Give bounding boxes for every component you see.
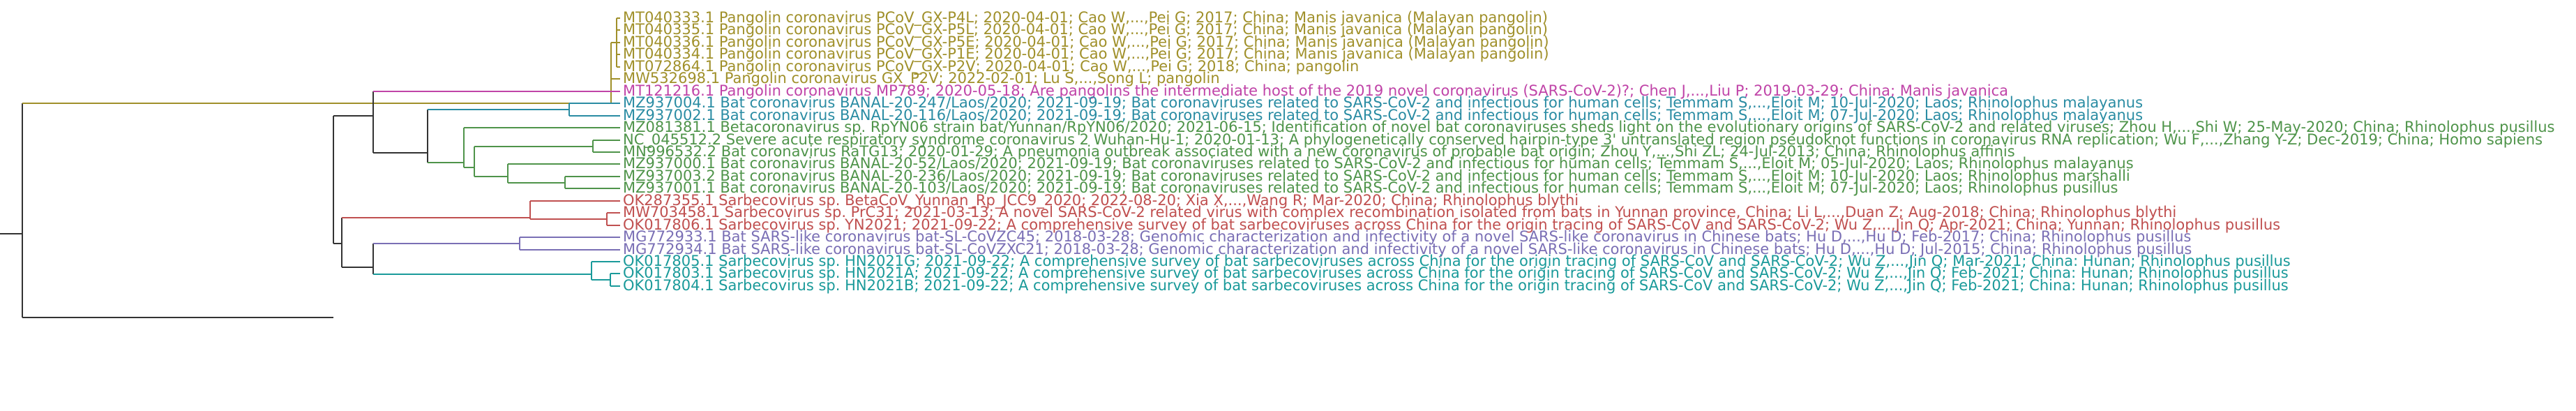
leaf-label: MN996532.2 Bat coronavirus RaTG13; 2020-… xyxy=(623,143,2015,160)
leaf-label: OK017804.1 Sarbecovirus sp. HN2021B; 202… xyxy=(623,277,2289,294)
leaf-label: MT040333.1 Pangolin coronavirus PCoV_GX-… xyxy=(623,9,1548,27)
leaf-label: MT040336.1 Pangolin coronavirus PCoV_GX-… xyxy=(623,33,1549,51)
leaf-label: MT072864.1 Pangolin coronavirus PCoV_GX-… xyxy=(623,58,1359,75)
leaf-label: MZ937003.2 Bat coronavirus BANAL-20-236/… xyxy=(623,167,2130,184)
leaf-label: MT040334.1 Pangolin coronavirus PCoV_GX-… xyxy=(623,45,1549,63)
leaf-label: OK017803.1 Sarbecovirus sp. HN2021A; 202… xyxy=(623,264,2289,281)
leaf-label: MZ081381.1 Betacoronavirus sp. RpYN06 st… xyxy=(623,119,2554,135)
leaf-label: MZ937002.1 Bat coronavirus BANAL-20-116/… xyxy=(623,107,2143,124)
leaf-label: MT121216.1 Pangolin coronavirus MP789; 2… xyxy=(623,82,2008,99)
leaf-label: MT040335.1 Pangolin coronavirus PCoV_GX-… xyxy=(623,21,1548,38)
leaf-label: MW532698.1 Pangolin coronavirus GX_P2V; … xyxy=(623,70,1220,87)
leaf-label: OK017806.1 Sarbecovirus sp. YN2021; 2021… xyxy=(623,216,2280,233)
leaf-label: OK017805.1 Sarbecovirus sp. HN2021G; 202… xyxy=(623,253,2291,269)
leaf-label: MG772934.1 Bat SARS-like coronavirus bat… xyxy=(623,241,2192,257)
leaf-label: MG772933.1 Bat SARS-like coronavirus bat… xyxy=(623,228,2191,245)
leaf-label: MZ937001.1 Bat coronavirus BANAL-20-103/… xyxy=(623,179,2118,196)
tree-branches xyxy=(0,17,620,318)
leaf-label: MZ937000.1 Bat coronavirus BANAL-20-52/L… xyxy=(623,155,2134,172)
leaf-label: MW703458.1 Sarbecovirus sp. PrC31; 2021-… xyxy=(623,204,2176,221)
leaf-label: NC_045512.2 Severe acute respiratory syn… xyxy=(623,131,2543,149)
leaf-label: OK287355.1 Sarbecovirus sp. BetaCoV_Yunn… xyxy=(623,192,1579,209)
leaf-labels: MT040333.1 Pangolin coronavirus PCoV_GX-… xyxy=(623,9,2554,294)
leaf-label: MZ937004.1 Bat coronavirus BANAL-20-247/… xyxy=(623,94,2143,111)
